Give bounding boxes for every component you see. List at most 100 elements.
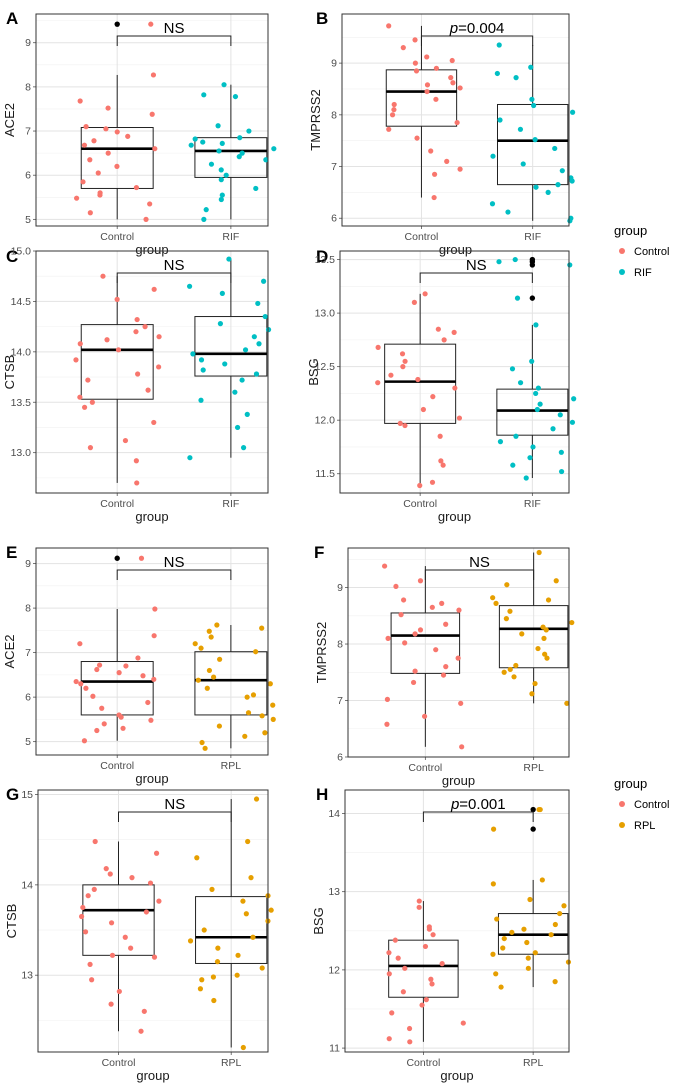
- legend-key-control: [619, 248, 625, 254]
- data-point: [234, 972, 240, 978]
- y-tick-label: 8: [337, 639, 343, 651]
- data-point: [407, 1039, 413, 1045]
- data-point: [493, 971, 499, 977]
- panel-border: [35, 547, 269, 756]
- y-tick-label: 11.5: [315, 468, 335, 480]
- data-point: [531, 102, 537, 109]
- data-point: [542, 651, 548, 657]
- y-axis-title: TMPRSS2: [314, 622, 329, 683]
- data-point: [107, 871, 113, 877]
- boxplot-rpl: [497, 879, 569, 988]
- boxplot-control: [82, 841, 155, 1032]
- data-point: [223, 172, 229, 178]
- x-axis-title: group: [442, 773, 475, 788]
- data-point: [244, 411, 250, 417]
- data-point: [391, 101, 397, 108]
- legend-label-rpl: RPL: [634, 820, 655, 832]
- data-point: [375, 380, 381, 386]
- data-point: [259, 965, 265, 971]
- data-point: [543, 627, 549, 633]
- data-point: [527, 896, 533, 903]
- x-tick-label-rpl: RPL: [221, 1057, 242, 1069]
- panel-label-F: F: [314, 543, 324, 562]
- significance-label: p=0.001: [450, 796, 506, 813]
- significance-label: NS: [164, 796, 185, 813]
- data-point: [151, 954, 158, 960]
- boxplot-control: [388, 901, 459, 1042]
- data-point: [141, 1008, 147, 1014]
- data-point: [152, 606, 158, 612]
- panel-C: C 13.0 13.5 14.0 14.5 15.0 Control RIF NS group CT…: [2, 246, 272, 524]
- data-point: [201, 92, 207, 98]
- data-point: [415, 376, 421, 383]
- y-tick-label: 14.5: [11, 296, 32, 308]
- bracket-line: [424, 569, 535, 580]
- legend-rpl: group Control RPL: [614, 776, 669, 832]
- boxplot-control: [385, 25, 458, 198]
- legend-key-rif: [619, 269, 625, 275]
- panel-E: E 5 6 7 8 9 Control RPL NS group ACE2: [2, 543, 276, 786]
- data-point: [138, 1028, 144, 1034]
- data-point: [400, 989, 406, 995]
- data-point: [567, 262, 573, 268]
- y-tick-label: 7: [331, 161, 337, 173]
- data-point: [455, 655, 461, 661]
- data-point: [143, 216, 149, 222]
- data-point: [90, 693, 96, 699]
- x-tick-label-control: Control: [102, 1057, 136, 1069]
- data-point: [215, 123, 221, 129]
- data-point: [129, 875, 135, 881]
- data-point: [424, 54, 430, 60]
- data-point: [253, 371, 260, 377]
- data-point: [457, 85, 463, 91]
- y-tick-label: 11: [329, 1043, 340, 1055]
- outlier-point: [530, 806, 536, 813]
- y-axis-title: CTSB: [2, 355, 17, 390]
- significance-label: NS: [164, 257, 185, 274]
- data-point: [240, 1044, 246, 1051]
- data-point: [428, 148, 434, 154]
- x-tick-label-rif: RIF: [222, 231, 239, 243]
- data-point: [520, 161, 526, 167]
- data-point: [123, 663, 129, 669]
- y-tick-label: 5: [25, 736, 31, 748]
- data-point: [77, 341, 83, 347]
- legend-label-control: Control: [634, 246, 669, 258]
- y-tick-label: 13.5: [315, 254, 336, 266]
- data-point: [397, 420, 403, 426]
- data-point: [270, 716, 276, 722]
- data-point: [493, 600, 499, 606]
- data-point: [271, 146, 277, 152]
- data-point: [245, 838, 251, 845]
- data-point: [148, 21, 154, 27]
- data-point: [555, 182, 561, 188]
- data-point: [256, 341, 262, 347]
- boxplot-rif: [496, 45, 569, 221]
- y-tick-label: 8: [25, 603, 31, 615]
- data-point: [393, 583, 399, 590]
- x-axis-title: group: [136, 1068, 169, 1083]
- data-point: [133, 184, 140, 191]
- data-point: [435, 326, 441, 332]
- x-tick-label-rpl: RPL: [523, 762, 544, 774]
- data-point: [91, 886, 97, 892]
- data-point: [443, 664, 449, 670]
- x-axis-title: group: [135, 242, 168, 257]
- data-point: [208, 161, 215, 167]
- y-tick-label: 15.0: [11, 246, 32, 258]
- data-point: [533, 390, 539, 397]
- data-point: [194, 855, 200, 861]
- bracket-line: [116, 35, 232, 46]
- data-point: [82, 929, 89, 935]
- data-point: [422, 943, 429, 950]
- outlier-point: [529, 262, 536, 268]
- data-point: [147, 201, 153, 207]
- data-point: [535, 385, 541, 391]
- significance-bracket: NS: [118, 796, 232, 822]
- panel-border: [341, 13, 570, 227]
- data-point: [539, 877, 545, 883]
- significance-label: NS: [164, 554, 185, 571]
- data-point: [496, 259, 502, 265]
- data-point: [151, 676, 157, 682]
- data-point: [456, 415, 463, 421]
